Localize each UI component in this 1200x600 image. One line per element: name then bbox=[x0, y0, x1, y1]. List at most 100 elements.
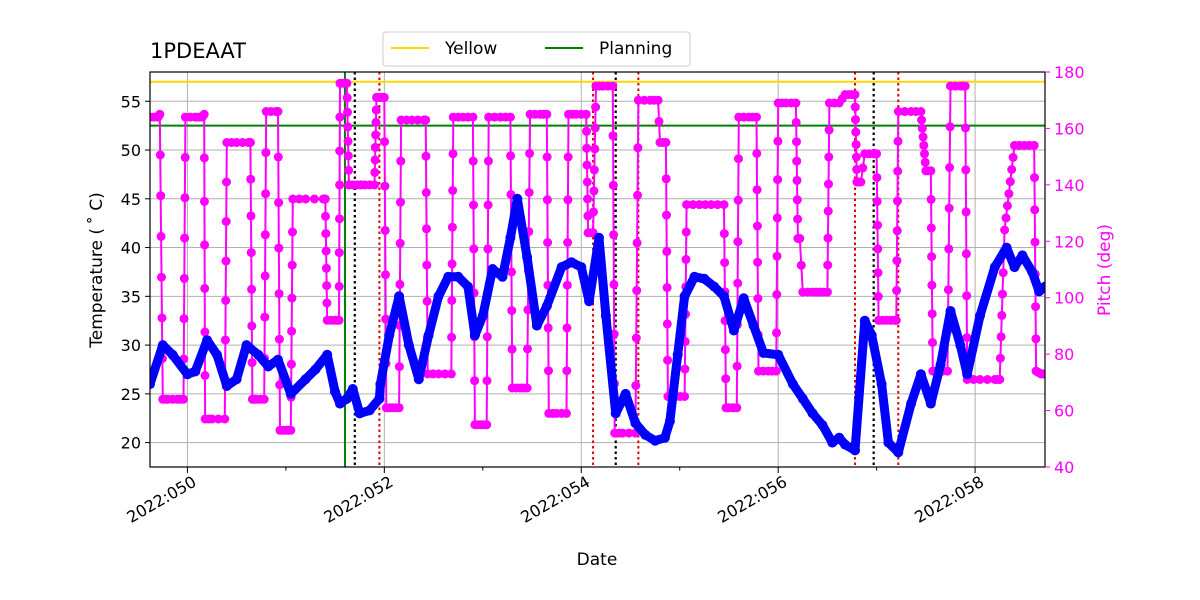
pitch-point bbox=[179, 273, 189, 283]
pitch-point bbox=[796, 260, 806, 270]
pitch-point bbox=[996, 332, 1006, 342]
temperature-point bbox=[375, 379, 386, 390]
pitch-point bbox=[681, 227, 691, 237]
temperature-point bbox=[989, 262, 1000, 273]
temperature-point bbox=[1040, 281, 1045, 292]
pitch-point bbox=[872, 196, 882, 206]
pitch-point bbox=[335, 180, 345, 190]
pitch-point bbox=[200, 240, 210, 250]
pitch-point bbox=[180, 233, 190, 243]
temperature-point bbox=[773, 349, 784, 360]
pitch-point bbox=[927, 280, 937, 290]
temperature-point bbox=[866, 330, 877, 341]
pitch-point bbox=[582, 160, 592, 170]
temperature-point bbox=[347, 384, 358, 394]
pitch-point bbox=[421, 188, 431, 197]
pitch-point bbox=[618, 428, 628, 438]
temperature-point bbox=[212, 349, 222, 360]
pitch-point bbox=[247, 321, 257, 331]
pitch-point bbox=[772, 213, 782, 223]
pitch-point bbox=[1004, 189, 1014, 199]
pitch-point bbox=[960, 81, 970, 91]
pitch-point bbox=[482, 376, 492, 386]
pitch-point bbox=[661, 174, 671, 184]
pitch-point bbox=[562, 366, 572, 376]
pitch-point bbox=[962, 291, 972, 301]
pitch-point bbox=[247, 284, 257, 294]
pitch-point bbox=[995, 375, 1005, 384]
pitch-point bbox=[850, 102, 860, 112]
pitch-point bbox=[469, 200, 478, 210]
pitch-point bbox=[422, 260, 432, 270]
pitch-point bbox=[688, 200, 698, 210]
temperature-point bbox=[384, 330, 395, 341]
pitch-point bbox=[773, 175, 783, 185]
y2-tick-label: 100 bbox=[1054, 289, 1085, 308]
pitch-point bbox=[322, 298, 332, 308]
temperature-point bbox=[566, 257, 577, 268]
pitch-point bbox=[199, 153, 209, 163]
y-tick-label: 45 bbox=[121, 190, 141, 209]
temperature-series bbox=[150, 193, 1045, 458]
pitch-point bbox=[246, 211, 256, 221]
pitch-point bbox=[721, 374, 731, 384]
pitch-point bbox=[633, 143, 643, 153]
pitch-point bbox=[680, 392, 690, 401]
temperature-point bbox=[620, 388, 631, 399]
pitch-point bbox=[589, 186, 599, 196]
pitch-point bbox=[247, 358, 257, 368]
temperature-point bbox=[807, 408, 818, 419]
pitch-point bbox=[792, 175, 802, 185]
pitch-point bbox=[542, 152, 552, 162]
pitch-point bbox=[395, 238, 405, 248]
pitch-point bbox=[851, 115, 860, 125]
pitch-point bbox=[916, 107, 926, 116]
pitch-point bbox=[421, 115, 431, 125]
pitch-point bbox=[447, 222, 457, 232]
temperature-point bbox=[679, 291, 690, 302]
pitch-point bbox=[943, 285, 953, 295]
temperature-point bbox=[672, 349, 683, 360]
pitch-point bbox=[207, 414, 217, 424]
pitch-point bbox=[752, 185, 762, 195]
temperature-point bbox=[413, 374, 424, 385]
temperature-point bbox=[522, 252, 533, 263]
temperature-point bbox=[962, 369, 973, 380]
pitch-point bbox=[261, 189, 271, 199]
pitch-point bbox=[470, 376, 480, 386]
pitch-point bbox=[719, 229, 729, 239]
pitch-point bbox=[371, 117, 381, 127]
pitch-point bbox=[421, 151, 431, 161]
pitch-point bbox=[608, 81, 618, 91]
pitch-point bbox=[893, 166, 903, 176]
pitch-point bbox=[680, 364, 690, 374]
temperature-point bbox=[403, 340, 414, 351]
pitch-point bbox=[380, 137, 390, 147]
pitch-point bbox=[156, 231, 166, 241]
pitch-point bbox=[563, 195, 573, 205]
pitch-point bbox=[824, 152, 834, 162]
pitch-point bbox=[482, 420, 492, 430]
pitch-point bbox=[653, 95, 663, 105]
pitch-point bbox=[221, 296, 231, 305]
temperature-point bbox=[610, 408, 621, 419]
pitch-point bbox=[274, 198, 284, 208]
pitch-point bbox=[850, 90, 860, 100]
pitch-point bbox=[753, 257, 763, 267]
pitch-point bbox=[631, 333, 641, 343]
pitch-point bbox=[873, 220, 882, 230]
pitch-point bbox=[468, 156, 478, 166]
pitch-point bbox=[221, 256, 231, 266]
temperature-point bbox=[840, 439, 851, 450]
pitch-point bbox=[342, 93, 352, 103]
temperature-point bbox=[354, 408, 365, 419]
pitch-point bbox=[320, 194, 330, 204]
temperature-point bbox=[719, 291, 729, 302]
pitch-point bbox=[334, 281, 344, 291]
pitch-point bbox=[261, 148, 271, 158]
y-tick-label: 35 bbox=[121, 287, 141, 306]
temperature-point bbox=[975, 310, 985, 321]
pitch-point bbox=[542, 195, 552, 205]
pitch-point bbox=[1031, 334, 1041, 344]
temperature-point bbox=[322, 349, 333, 360]
